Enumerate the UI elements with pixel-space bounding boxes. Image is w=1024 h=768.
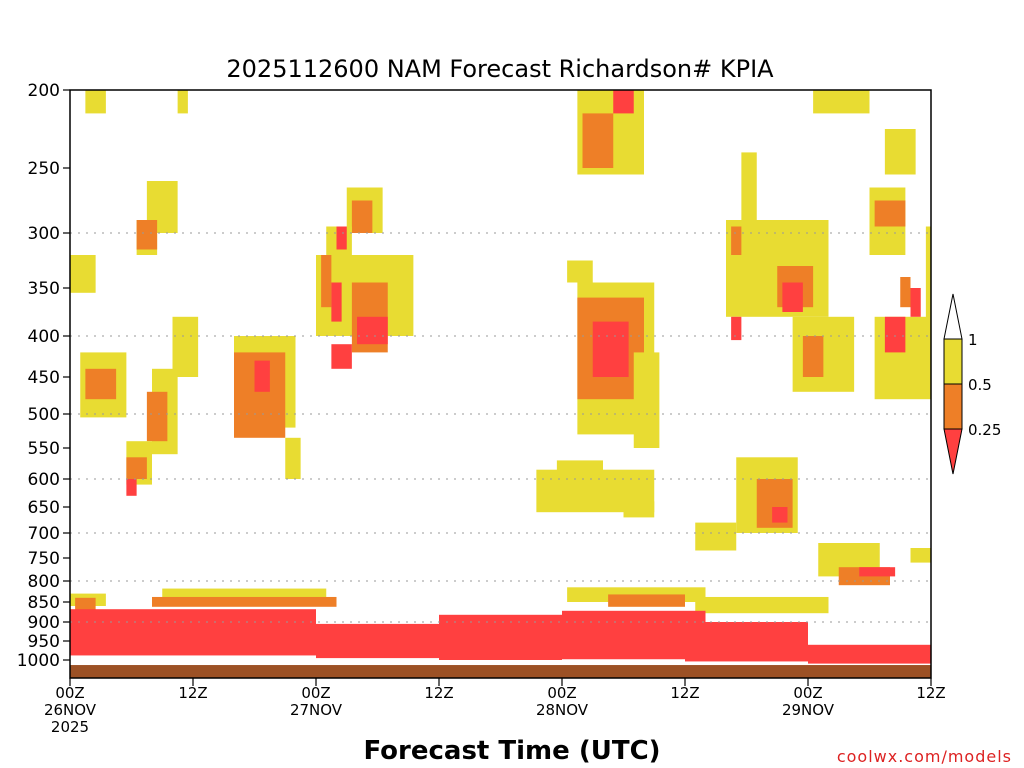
colorbar-level-1: 0.5: [968, 376, 992, 394]
ri-cell-lt_025-14: [336, 226, 347, 250]
ri-cell-lt_025-52: [126, 479, 137, 496]
ri-cell-05_1-28: [567, 260, 593, 283]
x-tick-label-0-1: 26NOV: [44, 701, 97, 719]
x-tick-label-5-0: 12Z: [670, 684, 699, 702]
ri-cell-025_05-38: [900, 277, 911, 308]
ri-cell-lt_025-72: [316, 623, 439, 659]
ground-band: [70, 665, 931, 678]
y-axis: 200 250 300 350 400 450 500 550 600 650 700 750 8008…: [17, 81, 70, 671]
ri-cell-lt_025-19: [782, 282, 803, 312]
x-tick-label-7-0: 12Z: [916, 684, 945, 702]
ri-cell-025_05-44: [146, 391, 168, 442]
ri-cell-05_1-66: [162, 588, 327, 598]
ri-cell-lt_025-74: [562, 610, 706, 660]
ri-cell-025_05-12: [351, 200, 373, 233]
ri-cell-lt_025-33: [731, 316, 742, 341]
ri-cell-05_1-70: [695, 596, 829, 614]
ri-cell-025_05-23: [321, 255, 332, 308]
ri-cell-05_1-5: [813, 90, 870, 114]
ri-cell-025_05-10: [136, 220, 158, 250]
x-tick-label-6-1: 29NOV: [782, 701, 835, 719]
y-tick-label-550: 550: [28, 439, 60, 459]
ri-cell-lt_025-31: [592, 321, 629, 377]
x-tick-label-2-0: 00Z: [301, 684, 330, 702]
ri-cell-025_05-69: [608, 594, 685, 607]
x-tick-label-3-0: 12Z: [424, 684, 453, 702]
y-tick-label-400: 400: [28, 327, 60, 347]
ri-cell-lt_025-48: [254, 360, 270, 392]
ri-cell-025_05-65: [75, 597, 96, 612]
y-tick-label-300: 300: [28, 224, 60, 244]
ri-cell-05_1-21: [70, 255, 96, 293]
ri-cell-lt_025-71: [70, 609, 316, 656]
ri-cell-lt_025-76: [808, 644, 931, 664]
colorbar-band-bottom-triangle: [943, 428, 963, 475]
ri-cell-025_05-42: [85, 368, 117, 400]
ri-cell-lt_025-27: [331, 344, 352, 369]
x-axis-label: Forecast Time (UTC): [363, 736, 660, 766]
ri-cell-lt_025-4: [613, 90, 634, 114]
ri-cell-025_05-3: [582, 113, 614, 168]
y-tick-label-200: 200: [28, 81, 60, 101]
ri-cell-05_1-7: [741, 152, 757, 220]
colorbar-level-0: 1: [968, 331, 978, 349]
ri-cell-05_1-40: [925, 226, 931, 353]
x-tick-label-2-1: 27NOV: [290, 701, 343, 719]
colorbar-band-orange: [943, 383, 963, 430]
x-tick-label-4-0: 00Z: [547, 684, 576, 702]
y-tick-label-750: 750: [28, 549, 60, 569]
y-tick-label-950: 950: [28, 632, 60, 652]
credit-text: coolwx.com/models: [837, 747, 1012, 766]
ri-cell-025_05-16: [874, 200, 906, 227]
ri-cell-05_1-56: [695, 522, 737, 551]
ri-cell-lt_025-26: [357, 316, 388, 345]
ri-cell-05_1-32: [633, 352, 660, 448]
y-tick-label-350: 350: [28, 279, 60, 299]
y-tick-label-500: 500: [28, 405, 60, 425]
plot-frame: [69, 89, 932, 679]
ri-cell-lt_025-62: [859, 567, 896, 577]
ri-cell-05_1-45: [172, 316, 199, 377]
chart-title: 2025112600 NAM Forecast Richardson# KPIA: [226, 55, 774, 83]
y-tick-label-1000: 1000: [17, 651, 60, 671]
ri-cell-lt_025-24: [331, 282, 342, 322]
ri-cell-05_1-55: [623, 501, 655, 518]
x-tick-label-1-0: 12Z: [178, 684, 207, 702]
ri-cell-05_1-49: [285, 437, 301, 479]
ri-cell-025_05-51: [126, 457, 147, 479]
ri-cell-05_1-54: [556, 460, 603, 473]
ri-cell-lt_025-59: [772, 507, 788, 523]
ri-cell-05_1-6: [884, 129, 916, 175]
ri-cell-lt_025-39: [910, 288, 921, 317]
ri-cell-025_05-20: [731, 226, 742, 255]
ri-cell-05_1-0: [85, 90, 106, 114]
y-tick-label-850: 850: [28, 593, 60, 613]
plot-area: [70, 90, 931, 678]
ri-cell-lt_025-73: [439, 614, 562, 660]
y-tick-label-450: 450: [28, 368, 60, 388]
ri-cell-05_1-63: [910, 548, 931, 563]
x-tick-label-0-2: 2025: [51, 718, 89, 736]
colorbar-level-2: 0.25: [968, 421, 1001, 439]
colorbar-legend: 1 0.5 0.25: [943, 293, 1001, 475]
x-tick-label-0-0: 00Z: [55, 684, 84, 702]
x-tick-label-4-1: 28NOV: [536, 701, 589, 719]
y-tick-label-900: 900: [28, 613, 60, 633]
y-tick-label-650: 650: [28, 498, 60, 518]
ri-cell-lt_025-37: [884, 316, 906, 353]
ri-cell-05_1-1: [177, 90, 188, 114]
colorbar-band-yellow: [943, 338, 963, 385]
y-tick-label-800: 800: [28, 572, 60, 592]
ri-cell-025_05-35: [802, 336, 824, 377]
ri-cell-lt_025-75: [685, 622, 808, 662]
y-tick-label-600: 600: [28, 470, 60, 490]
ri-cell-025_05-67: [152, 596, 337, 607]
y-tick-label-250: 250: [28, 159, 60, 179]
x-tick-label-6-0: 00Z: [793, 684, 822, 702]
y-tick-label-700: 700: [28, 524, 60, 544]
